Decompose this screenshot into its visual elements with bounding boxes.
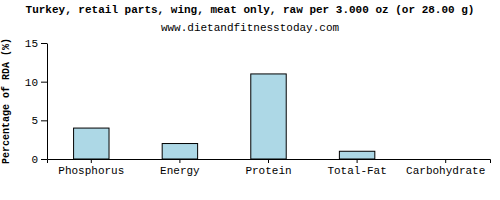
y-tick-label: 0 bbox=[31, 154, 38, 166]
x-tick: Protein bbox=[245, 159, 291, 177]
y-tick-label: 15 bbox=[25, 38, 38, 50]
x-tick-mark bbox=[357, 159, 358, 163]
bar bbox=[74, 128, 109, 159]
bar bbox=[162, 144, 197, 159]
x-tick-label: Carbohydrate bbox=[406, 165, 485, 177]
x-tick: Carbohydrate bbox=[406, 159, 485, 177]
subtitle: www.dietandfitnesstoday.com bbox=[161, 22, 340, 34]
x-tick-mark bbox=[179, 159, 180, 163]
y-axis-line bbox=[47, 44, 48, 160]
x-tick-label: Energy bbox=[160, 165, 200, 177]
y-axis: 0 5 10 15 bbox=[25, 38, 48, 166]
bar bbox=[339, 151, 374, 159]
x-tick-label: Phosphorus bbox=[58, 165, 124, 177]
x-tick-label: Total-Fat bbox=[327, 165, 386, 177]
y-tick-mark bbox=[41, 159, 47, 160]
y-tick-mark bbox=[41, 120, 47, 121]
x-axis-line bbox=[48, 160, 491, 164]
y-tick-mark bbox=[41, 82, 47, 83]
y-tick: 5 bbox=[31, 115, 47, 127]
title: Turkey, retail parts, wing, meat only, r… bbox=[26, 4, 475, 16]
y-axis-title: Percentage of RDA (%) bbox=[1, 38, 12, 164]
y-tick-label: 5 bbox=[31, 115, 38, 127]
y-tick: 10 bbox=[25, 77, 47, 89]
y-tick: 15 bbox=[25, 38, 47, 50]
y-tick-mark bbox=[41, 43, 47, 44]
y-tick-label: 10 bbox=[25, 77, 38, 89]
x-axis: Phosphorus Energy Protein Total-Fat Carbohyd… bbox=[48, 159, 491, 177]
x-tick: Phosphorus bbox=[58, 159, 124, 177]
x-tick: Energy bbox=[160, 159, 200, 177]
x-tick-mark bbox=[268, 159, 269, 163]
x-tick-label: Protein bbox=[245, 165, 291, 177]
x-tick: Total-Fat bbox=[327, 159, 386, 177]
plot: 0 5 10 15 Phosphorus Energy Protein Total-Fat Ca… bbox=[25, 38, 491, 177]
bar bbox=[428, 159, 463, 160]
bar bbox=[251, 74, 286, 159]
y-tick: 0 bbox=[31, 154, 47, 166]
x-tick-mark bbox=[445, 159, 446, 163]
bars bbox=[74, 74, 375, 159]
x-tick-mark bbox=[91, 159, 92, 163]
chart: Turkey, retail parts, wing, meat only, r… bbox=[0, 0, 500, 200]
